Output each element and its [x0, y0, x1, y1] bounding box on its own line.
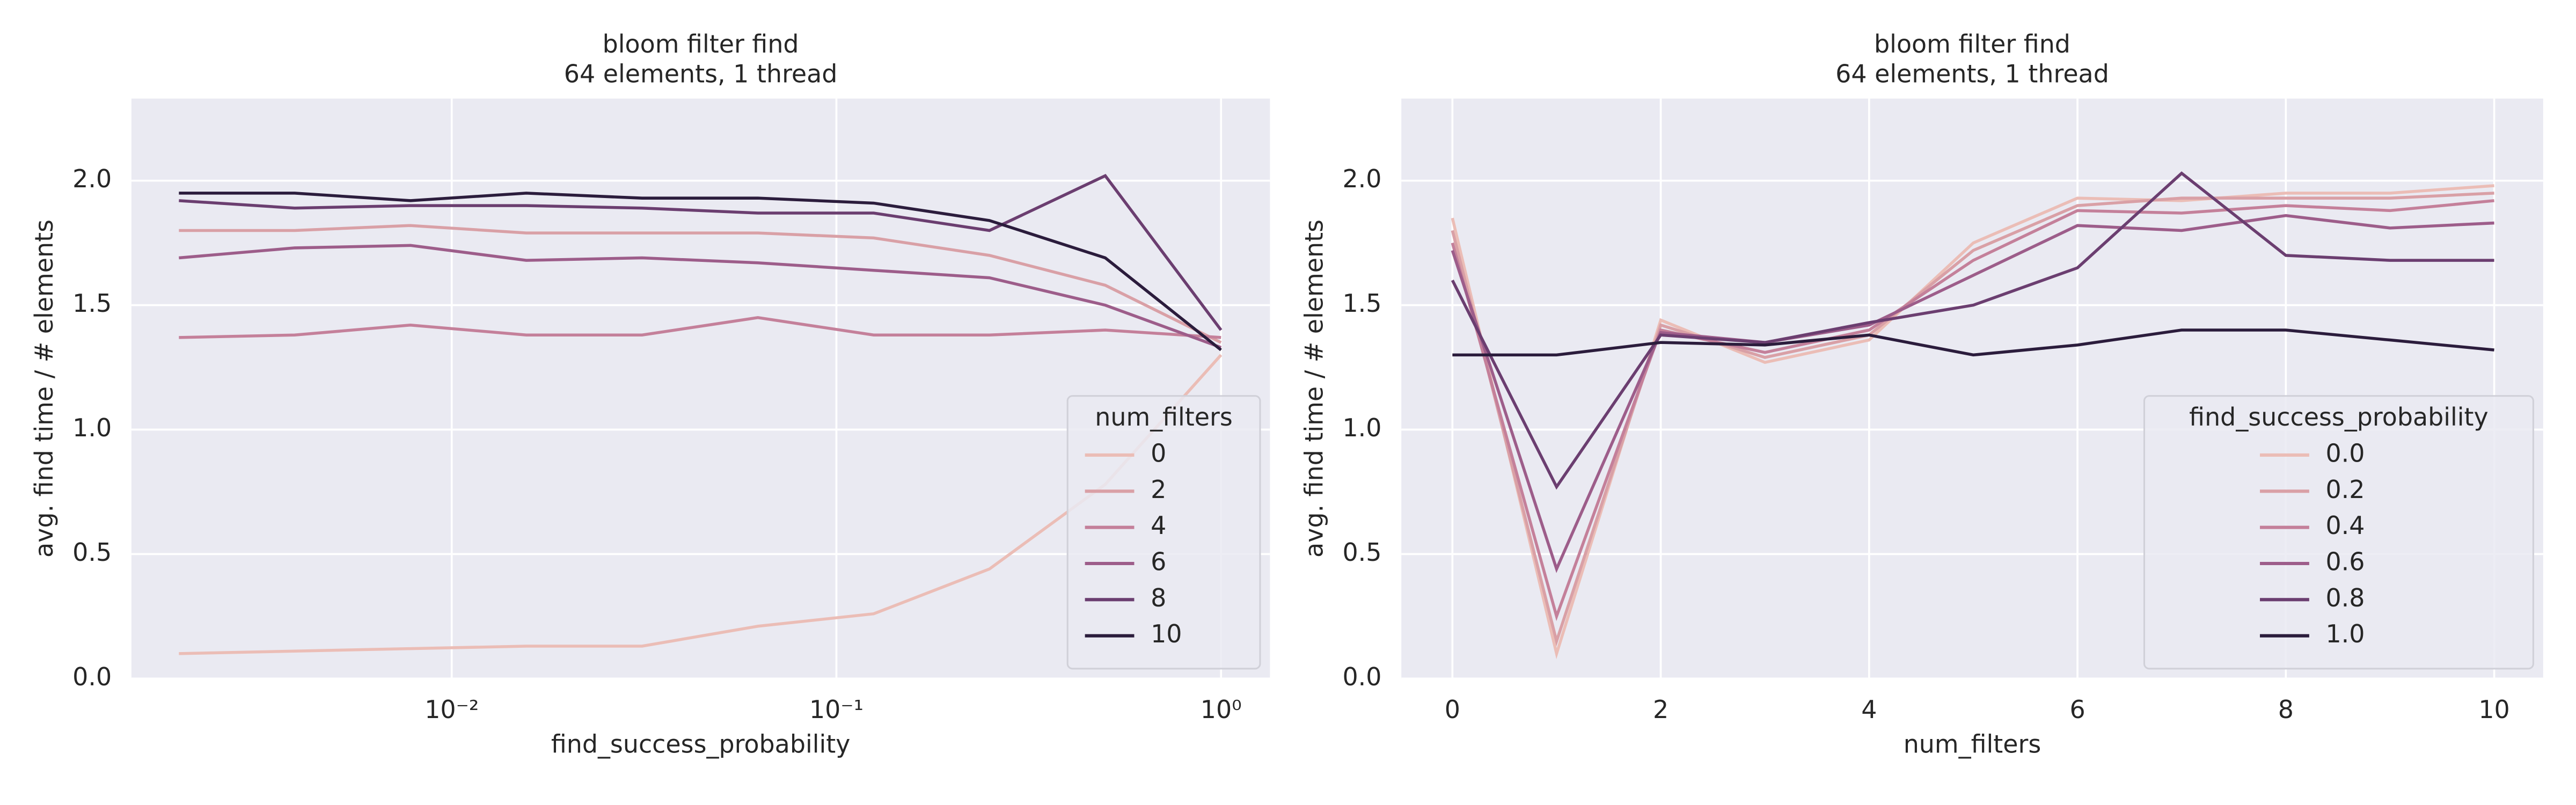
chart-title: bloom filter find: [603, 30, 799, 58]
y-tick-label: 1.0: [1342, 413, 1381, 442]
y-tick-label: 0.0: [1342, 662, 1381, 691]
y-tick-label: 2.0: [1342, 164, 1381, 193]
chart-subtitle: 64 elements, 1 thread: [564, 59, 838, 88]
series-line: [179, 174, 1223, 331]
y-axis-label: avg. find time / # elements: [1300, 219, 1329, 558]
legend-label: 10: [1151, 619, 1182, 648]
x-axis-label: num_filters: [1904, 729, 2041, 758]
legend: num_filters 0 2 4 6 8 10: [1066, 395, 1261, 670]
series-line: [1451, 171, 2494, 490]
series-line: [179, 354, 1223, 655]
series-line: [179, 192, 1222, 352]
subplot: 0.0 0.5 1.0 1.5 2.0 0 2 4 6 8 10 bloom filter find6…: [1300, 30, 2543, 758]
y-axis-label: avg. find time / # elements: [30, 219, 58, 558]
series-line: [1451, 199, 2494, 621]
legend-label: 0.4: [2325, 511, 2365, 540]
x-tick-label: 0: [1445, 695, 1460, 724]
series-line: [1451, 192, 2494, 647]
x-tick-label: 4: [1861, 695, 1877, 724]
x-tick-label: 10⁻²: [425, 695, 479, 724]
legend-label: 0.8: [2325, 583, 2365, 612]
legend-title: find_success_probability: [2189, 402, 2489, 431]
y-tick-label: 1.5: [1342, 289, 1381, 318]
x-tick-label: 10⁻¹: [809, 695, 863, 724]
legend-box: [2143, 395, 2534, 670]
legend-label: 6: [1151, 547, 1166, 576]
lines: [179, 174, 1223, 655]
x-axis-label: find_success_probability: [551, 729, 851, 758]
x-tick-label: 10⁰: [1201, 695, 1242, 724]
legend-label: 0.6: [2325, 547, 2365, 576]
series-line: [179, 224, 1222, 344]
series-line: [1452, 328, 2494, 357]
y-tick-label: 1.5: [72, 289, 112, 318]
x-tick-label: 8: [2278, 695, 2294, 724]
chart-subtitle: 64 elements, 1 thread: [1835, 59, 2109, 88]
legend-label: 0: [1151, 438, 1166, 467]
lines: [1451, 171, 2494, 660]
legend-label: 1.0: [2325, 619, 2365, 648]
legend-label: 0.0: [2325, 438, 2365, 467]
x-tick-label: 6: [2069, 695, 2085, 724]
y-tick-label: 0.5: [1342, 538, 1381, 567]
x-tick-label: 2: [1653, 695, 1668, 724]
x-tick-label: 10: [2478, 695, 2509, 724]
y-tick-label: 1.0: [72, 413, 112, 442]
subplot: 0.0 0.5 1.0 1.5 2.0 10⁻² 10⁻¹ 10⁰ bloom filter f…: [30, 30, 1270, 758]
chart-title: bloom filter find: [1874, 30, 2070, 58]
y-tick-label: 0.5: [72, 538, 112, 567]
legend-label: 2: [1151, 475, 1166, 504]
y-tick-label: 0.0: [72, 662, 112, 691]
series-line: [179, 316, 1221, 339]
legend: find_success_probability 0.0 0.2 0.4 0.6 0.8 1…: [2143, 395, 2534, 670]
y-tick-label: 2.0: [72, 164, 112, 193]
legend-label: 4: [1151, 511, 1166, 540]
series-line: [179, 244, 1222, 349]
legend-title: num_filters: [1095, 402, 1233, 431]
legend-label: 8: [1151, 583, 1166, 612]
legend-label: 0.2: [2325, 475, 2365, 504]
series-line: [1451, 214, 2494, 573]
